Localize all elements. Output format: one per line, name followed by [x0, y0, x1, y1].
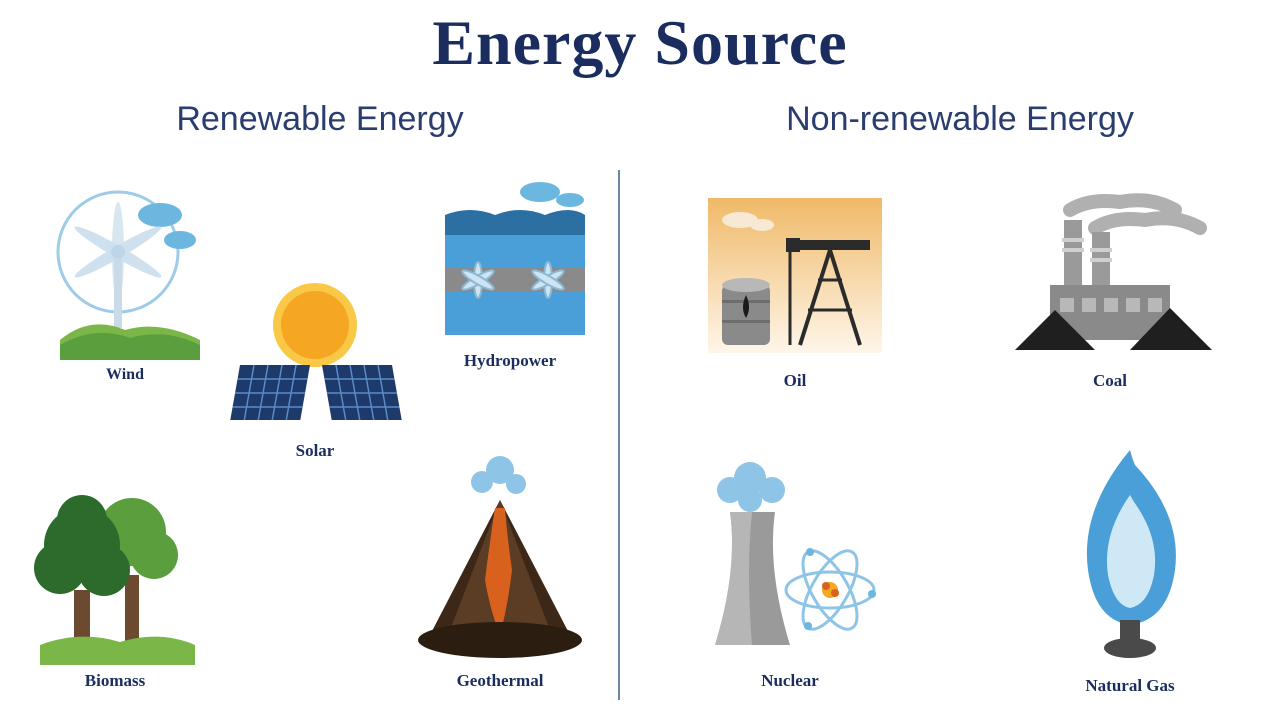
nuclear-label: Nuclear: [680, 671, 900, 691]
nonrenewable-subtitle: Non-renewable Energy: [640, 100, 1280, 139]
naturalgas-icon: [1040, 440, 1220, 670]
renewable-subtitle: Renewable Energy: [0, 100, 640, 139]
coal-icon: [1000, 190, 1220, 365]
item-geothermal: Geothermal: [400, 440, 600, 691]
item-solar: Solar: [210, 270, 420, 461]
geothermal-icon: [400, 440, 600, 665]
item-naturalgas: Natural Gas: [1040, 440, 1220, 696]
geothermal-label: Geothermal: [400, 671, 600, 691]
wind-label: Wind: [40, 366, 210, 384]
item-oil: Oil: [700, 190, 890, 391]
naturalgas-label: Natural Gas: [1040, 676, 1220, 696]
hydropower-icon: [420, 180, 600, 345]
page-title: Energy Source: [0, 0, 1280, 80]
column-divider: [618, 170, 620, 700]
coal-label: Coal: [1000, 371, 1220, 391]
item-hydropower: Hydropower: [420, 180, 600, 371]
item-wind: Wind: [40, 180, 210, 384]
hydropower-label: Hydropower: [420, 351, 600, 371]
wind-icon: [40, 180, 210, 360]
item-nuclear: Nuclear: [680, 450, 900, 691]
oil-label: Oil: [700, 371, 890, 391]
biomass-label: Biomass: [30, 671, 200, 691]
item-coal: Coal: [1000, 190, 1220, 391]
biomass-icon: [30, 470, 200, 665]
item-biomass: Biomass: [30, 470, 200, 691]
solar-label: Solar: [210, 441, 420, 461]
solar-icon: [210, 270, 420, 435]
oil-icon: [700, 190, 890, 365]
nuclear-icon: [680, 450, 900, 665]
